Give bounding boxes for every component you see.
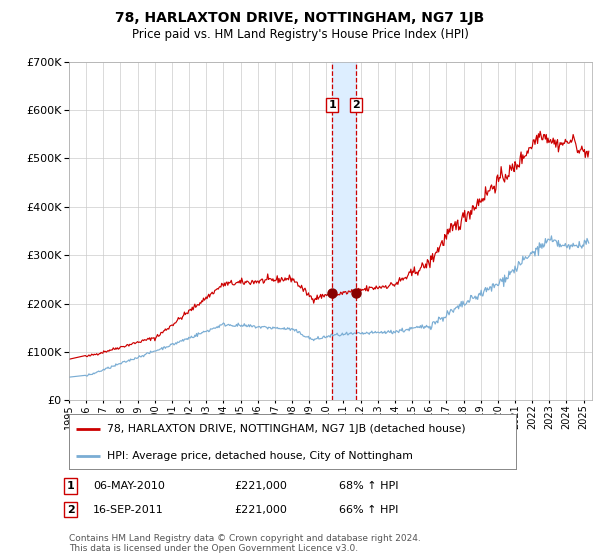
Text: £221,000: £221,000 bbox=[234, 505, 287, 515]
Text: 06-MAY-2010: 06-MAY-2010 bbox=[93, 481, 165, 491]
Text: 66% ↑ HPI: 66% ↑ HPI bbox=[339, 505, 398, 515]
Text: £221,000: £221,000 bbox=[234, 481, 287, 491]
Text: 16-SEP-2011: 16-SEP-2011 bbox=[93, 505, 164, 515]
Text: 68% ↑ HPI: 68% ↑ HPI bbox=[339, 481, 398, 491]
Text: HPI: Average price, detached house, City of Nottingham: HPI: Average price, detached house, City… bbox=[107, 451, 413, 461]
Text: 78, HARLAXTON DRIVE, NOTTINGHAM, NG7 1JB: 78, HARLAXTON DRIVE, NOTTINGHAM, NG7 1JB bbox=[115, 11, 485, 25]
Text: 1: 1 bbox=[328, 100, 336, 110]
Text: 78, HARLAXTON DRIVE, NOTTINGHAM, NG7 1JB (detached house): 78, HARLAXTON DRIVE, NOTTINGHAM, NG7 1JB… bbox=[107, 424, 466, 433]
Bar bbox=[332, 62, 356, 400]
Text: 1: 1 bbox=[67, 481, 74, 491]
Text: 2: 2 bbox=[352, 100, 359, 110]
Text: 2: 2 bbox=[67, 505, 74, 515]
Text: Contains HM Land Registry data © Crown copyright and database right 2024.
This d: Contains HM Land Registry data © Crown c… bbox=[69, 534, 421, 553]
Text: Price paid vs. HM Land Registry's House Price Index (HPI): Price paid vs. HM Land Registry's House … bbox=[131, 28, 469, 41]
